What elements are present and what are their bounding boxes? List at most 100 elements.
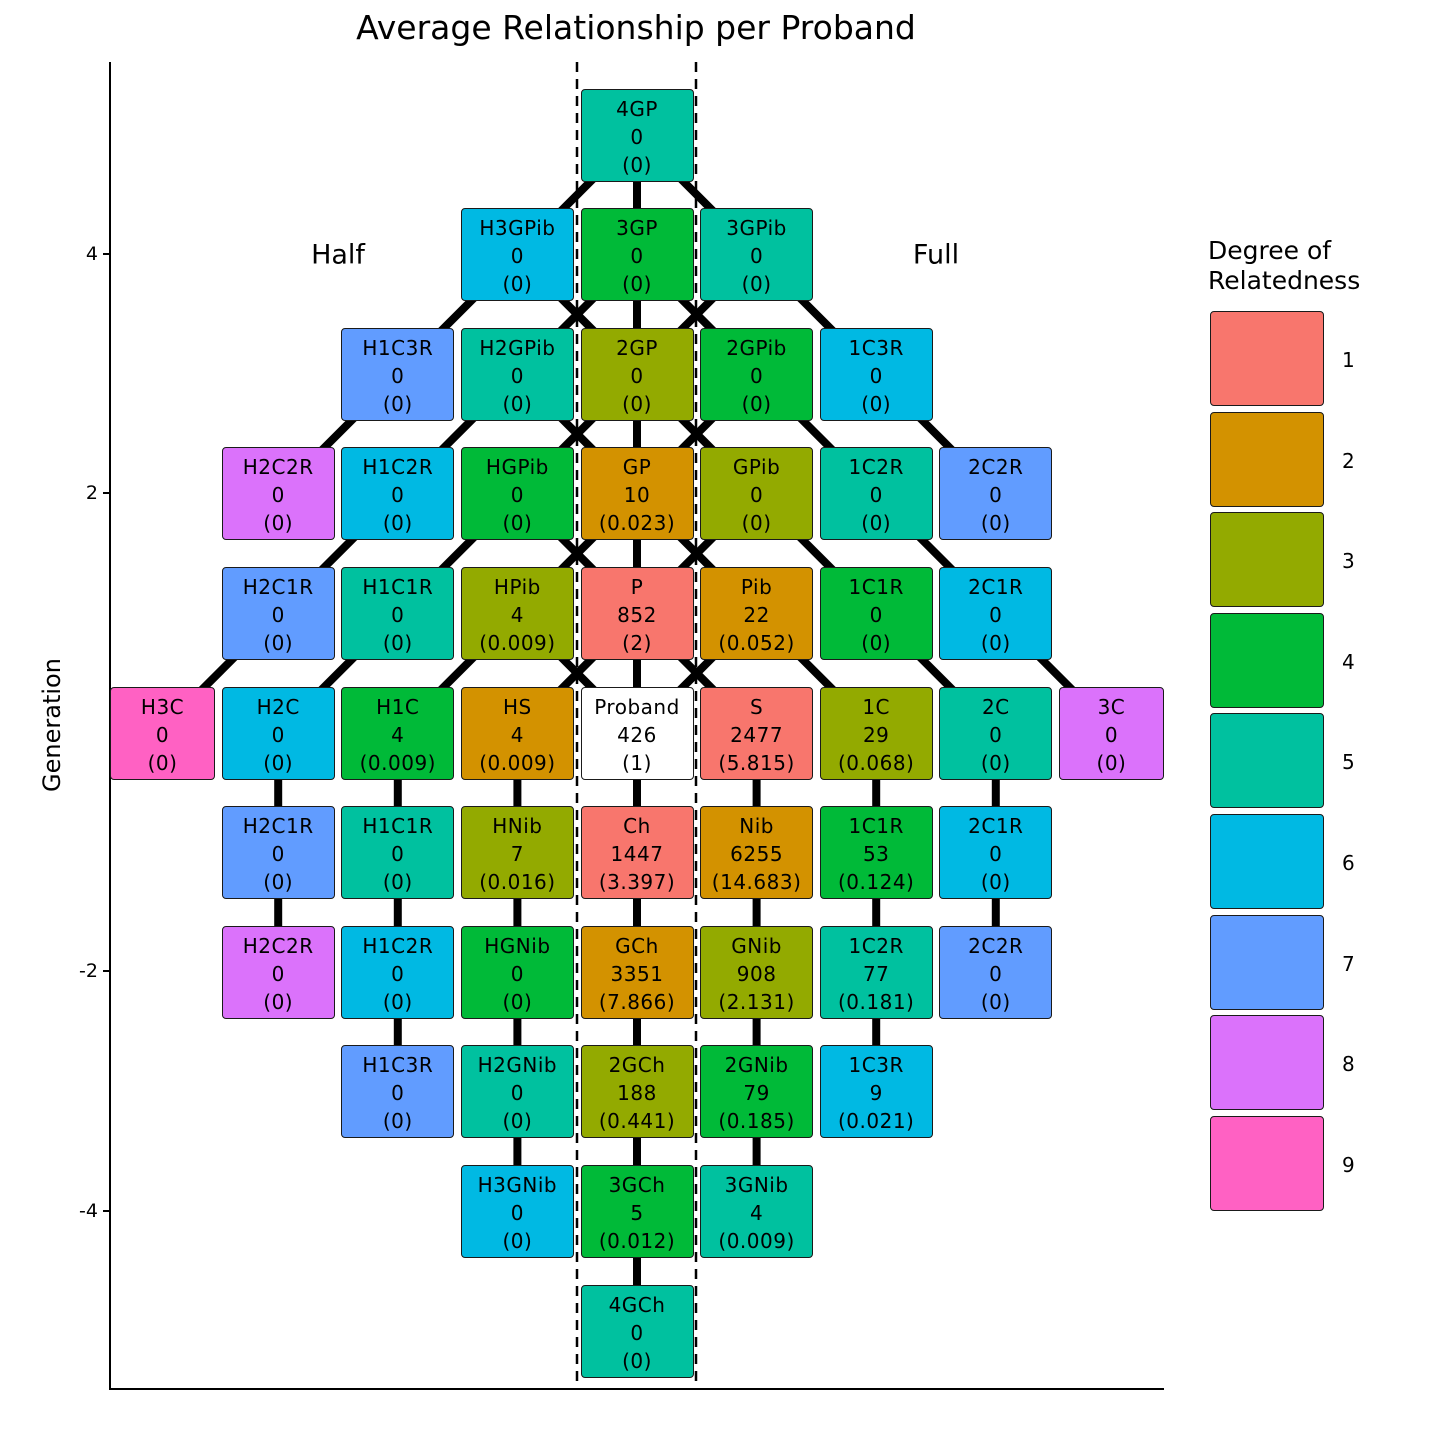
- node-label: P: [630, 574, 644, 599]
- node-2gpib: 2GPib 0 (0): [700, 327, 814, 421]
- chart-title: Average Relationship per Proband: [356, 8, 916, 47]
- node-label: H2C2R: [242, 455, 314, 480]
- y-tick: [103, 253, 110, 255]
- y-tick-label: -4: [79, 1200, 98, 1222]
- node-label: H3GNib: [477, 1172, 558, 1197]
- node-h1c1r: H1C1R 0 (0): [341, 806, 455, 900]
- node-h2gnib: H2GNib 0 (0): [460, 1045, 574, 1139]
- node-2c2r: 2C2R 0 (0): [939, 925, 1053, 1019]
- node-avg: (0): [382, 1109, 413, 1134]
- node-count: 908: [736, 961, 777, 986]
- node-count: 0: [510, 483, 524, 508]
- node-label: 2C1R: [968, 574, 1024, 599]
- node-avg: (0.068): [838, 750, 915, 775]
- node-avg: (0): [980, 750, 1011, 775]
- node-avg: (0): [502, 391, 533, 416]
- node-count: 0: [271, 602, 285, 627]
- node-h2c1r: H2C1R 0 (0): [221, 566, 335, 660]
- node-1c3r: 1C3R 9 (0.021): [819, 1045, 933, 1139]
- node-label: H2GNib: [477, 1053, 558, 1078]
- node-avg: (0): [382, 989, 413, 1014]
- node-avg: (14.683): [711, 870, 802, 895]
- node-label: H1C2R: [362, 455, 434, 480]
- node-hgpib: HGPib 0 (0): [460, 447, 574, 541]
- node-label: H2GPib: [479, 335, 556, 360]
- node-label: Nib: [739, 814, 774, 839]
- node-avg: (3.397): [598, 870, 676, 895]
- node-count: 0: [630, 363, 644, 388]
- node-2gch: 2GCh 188 (0.441): [580, 1045, 694, 1139]
- node-count: 188: [617, 1081, 657, 1106]
- node-count: 0: [391, 602, 405, 627]
- node-label: GPib: [732, 455, 781, 480]
- node-count: 53: [862, 842, 890, 867]
- node-avg: (0.023): [598, 511, 676, 536]
- node-h3c: H3C 0 (0): [110, 686, 216, 780]
- node-avg: (0.181): [838, 989, 915, 1014]
- node-count: 0: [1104, 722, 1119, 747]
- y-tick-label: 2: [85, 482, 98, 504]
- node-avg: (0.009): [359, 750, 436, 775]
- node-count: 4: [391, 722, 405, 747]
- node-avg: (0): [263, 511, 294, 536]
- node-count: 10: [623, 483, 651, 508]
- node-3gnib: 3GNib 4 (0.009): [700, 1164, 814, 1258]
- node-label: HPib: [493, 574, 541, 599]
- y-tick: [103, 1210, 110, 1212]
- node-count: 0: [869, 483, 883, 508]
- node-count: 1447: [610, 842, 664, 867]
- node-hpib: HPib 4 (0.009): [460, 566, 574, 660]
- node-count: 3351: [610, 961, 664, 986]
- node-label: 2GPib: [726, 335, 787, 360]
- node-count: 0: [391, 1081, 405, 1106]
- node-label: 1C2R: [848, 933, 904, 958]
- node-avg: (0): [741, 391, 772, 416]
- node-avg: (0): [263, 870, 294, 895]
- node-h1c3r: H1C3R 0 (0): [341, 1045, 455, 1139]
- half-region-label: Half: [311, 239, 365, 271]
- node-count: 0: [510, 961, 524, 986]
- node-count: 0: [630, 1320, 644, 1345]
- node-1c1r: 1C1R 0 (0): [819, 566, 933, 660]
- node-label: 3GPib: [726, 216, 787, 241]
- node-count: 852: [617, 602, 657, 627]
- node-label: H3GPib: [479, 216, 556, 241]
- node-count: 0: [510, 1081, 524, 1106]
- node-label: 4GCh: [608, 1292, 666, 1317]
- node-avg: (0): [263, 630, 294, 655]
- node-1c2r: 1C2R 77 (0.181): [819, 925, 933, 1019]
- node-count: 0: [989, 483, 1003, 508]
- node-avg: (0): [263, 989, 294, 1014]
- node-count: 29: [862, 722, 890, 747]
- node-avg: (0): [382, 630, 413, 655]
- node-1c1r: 1C1R 53 (0.124): [819, 806, 933, 900]
- node-avg: (0.052): [718, 630, 795, 655]
- node-label: H2C2R: [242, 933, 314, 958]
- node-label: H3C: [140, 694, 185, 719]
- node-label: HNib: [492, 814, 543, 839]
- node-count: 0: [989, 602, 1003, 627]
- node-avg: (0.185): [718, 1109, 795, 1134]
- node-avg: (0): [622, 1348, 652, 1373]
- node-h1c: H1C 4 (0.009): [341, 686, 455, 780]
- node-gch: GCh 3351 (7.866): [580, 925, 694, 1019]
- node-avg: (0): [622, 391, 652, 416]
- node-2gnib: 2GNib 79 (0.185): [700, 1045, 814, 1139]
- node-count: 9: [869, 1081, 883, 1106]
- node-avg: (0.021): [838, 1109, 915, 1134]
- node-avg: (0): [382, 511, 413, 536]
- node-count: 0: [271, 842, 285, 867]
- node-label: 3GNib: [724, 1172, 789, 1197]
- node-h1c3r: H1C3R 0 (0): [341, 327, 455, 421]
- y-tick: [103, 970, 110, 972]
- node-label: 3GP: [616, 216, 658, 241]
- node-ch: Ch 1447 (3.397): [580, 806, 694, 900]
- node-avg: (0.012): [598, 1228, 676, 1253]
- node-avg: (0): [263, 750, 294, 775]
- node-label: Ch: [623, 814, 651, 839]
- node-h1c2r: H1C2R 0 (0): [341, 925, 455, 1019]
- node-label: 2C2R: [968, 933, 1024, 958]
- node-count: 0: [989, 961, 1003, 986]
- node-count: 0: [510, 363, 524, 388]
- node-count: 0: [989, 722, 1003, 747]
